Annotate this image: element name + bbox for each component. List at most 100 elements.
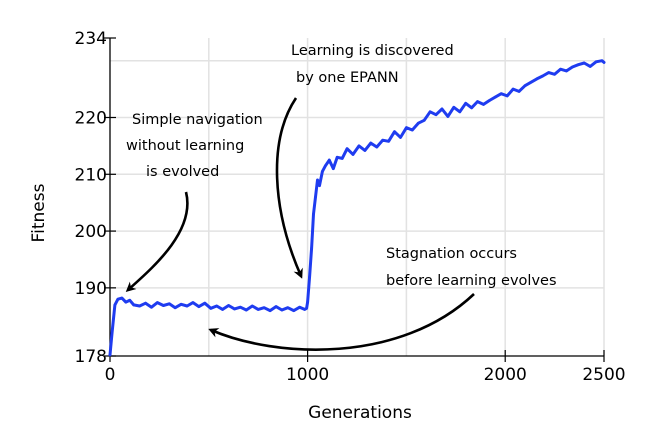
y-tick-labels: 178 190 200 210 220 234 — [75, 29, 107, 367]
data-point — [116, 297, 120, 301]
data-point — [321, 170, 324, 173]
data-point — [464, 102, 468, 105]
x-tick-label: 2500 — [582, 365, 625, 385]
data-point — [239, 305, 242, 309]
data-point — [482, 103, 485, 106]
data-point — [233, 307, 236, 311]
x-tick-label: 0 — [105, 365, 116, 385]
data-point — [227, 304, 230, 307]
data-point — [541, 74, 544, 78]
data-point — [565, 69, 568, 73]
data-point — [577, 63, 580, 66]
data-point — [375, 145, 379, 149]
data-point — [428, 110, 432, 114]
data-point — [363, 149, 367, 152]
data-point — [511, 87, 515, 91]
data-point — [517, 90, 521, 93]
data-point — [185, 304, 189, 308]
data-point — [324, 164, 327, 168]
annotation-simple-navigation: Simple navigation without learning is ev… — [126, 112, 263, 180]
data-point — [120, 296, 124, 300]
data-point — [523, 84, 527, 87]
data-point — [124, 300, 128, 304]
data-point — [571, 65, 574, 69]
data-point — [268, 309, 272, 312]
arrow-learning-discovered — [275, 97, 303, 279]
data-point — [488, 99, 491, 102]
series-group — [108, 59, 606, 357]
data-point — [298, 305, 302, 309]
data-point — [256, 308, 260, 311]
data-point — [308, 275, 311, 278]
data-point — [411, 128, 414, 132]
data-point — [280, 308, 284, 312]
data-point — [594, 60, 598, 64]
data-point — [470, 106, 473, 110]
x-tick-label: 1000 — [286, 365, 329, 385]
x-axis-label: Generations — [308, 403, 412, 423]
data-point — [215, 304, 218, 308]
data-point — [128, 299, 132, 302]
data-point — [262, 306, 266, 310]
data-point — [399, 136, 402, 139]
y-tick-label: 210 — [75, 165, 107, 185]
data-point — [286, 306, 290, 310]
data-point — [221, 308, 224, 311]
data-point — [292, 309, 296, 312]
data-point — [203, 301, 207, 305]
arrow-simple-navigation — [125, 191, 189, 293]
data-point — [173, 306, 177, 310]
annotation-line: Learning is discovered — [291, 43, 454, 59]
data-point — [168, 302, 171, 306]
data-point — [357, 144, 361, 148]
data-point — [191, 301, 195, 304]
y-tick-label: 200 — [75, 222, 107, 242]
data-point — [132, 303, 135, 307]
data-point — [582, 61, 586, 65]
fitness-series-line — [108, 59, 606, 357]
annotation-stagnation: Stagnation occurs before learning evolve… — [386, 246, 557, 289]
annotation-line: before learning evolves — [386, 273, 557, 289]
data-point — [351, 153, 355, 156]
y-tick-label: 234 — [75, 29, 107, 49]
data-point — [318, 184, 321, 187]
data-point — [553, 73, 556, 76]
annotation-line: is evolved — [146, 164, 219, 180]
data-point — [179, 303, 183, 306]
y-axis-label: Fitness — [29, 183, 49, 242]
annotation-line: by one EPANN — [296, 70, 399, 86]
data-point — [138, 304, 141, 308]
data-point — [340, 157, 344, 160]
data-point — [150, 305, 153, 309]
data-point — [110, 332, 114, 335]
annotation-line: without learning — [126, 138, 244, 154]
data-point — [387, 140, 390, 143]
data-point — [251, 304, 254, 308]
data-point — [306, 300, 309, 304]
data-point — [452, 106, 456, 109]
y-tick-label: 190 — [75, 279, 107, 299]
data-point — [209, 307, 213, 310]
data-point — [369, 141, 373, 145]
data-point — [314, 195, 317, 199]
data-point — [310, 246, 313, 250]
data-point — [529, 81, 533, 84]
axes — [104, 37, 605, 362]
data-point — [305, 307, 308, 310]
data-point — [274, 305, 278, 308]
annotation-line: Stagnation occurs — [386, 246, 517, 262]
data-point — [602, 61, 606, 64]
data-point — [245, 308, 248, 312]
data-point — [499, 92, 503, 95]
grid-lines — [110, 38, 605, 356]
data-point — [440, 107, 444, 111]
data-point — [312, 212, 315, 216]
data-point — [316, 178, 319, 182]
data-point — [113, 303, 117, 307]
data-point — [328, 158, 331, 162]
data-point — [303, 308, 306, 311]
data-point — [197, 305, 201, 308]
data-point — [144, 301, 147, 305]
data-point — [108, 353, 112, 357]
